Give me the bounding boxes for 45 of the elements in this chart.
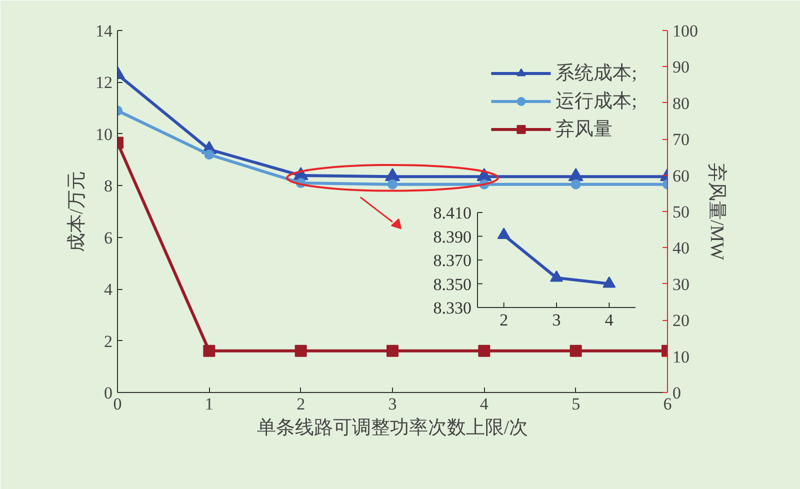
y-tick-label: 14 — [96, 22, 113, 40]
y-tick-label: 6 — [104, 228, 112, 248]
x-tick-label: 2 — [500, 310, 508, 330]
y2-tick-label: 30 — [672, 274, 690, 294]
x-tick-label: 1 — [204, 394, 214, 414]
x-tick-label: 4 — [604, 310, 614, 330]
point — [204, 150, 214, 160]
y2-tick-label: 70 — [672, 130, 690, 150]
point — [568, 168, 584, 182]
point — [385, 168, 400, 182]
legend-label: 运行成本; — [556, 90, 637, 114]
y-tick-label: 8.410 — [433, 204, 472, 222]
y-axis-title: 成本/万元 — [66, 170, 88, 252]
y-tick-label: 8 — [104, 176, 112, 196]
point — [388, 179, 398, 190]
point — [602, 276, 616, 288]
y-tick-label: 12 — [96, 73, 112, 92]
legend-label: 弃风量 — [556, 118, 613, 142]
y-tick-label: 8.370 — [433, 251, 472, 270]
y2-tick-label: 60 — [672, 166, 690, 186]
y-tick-label: 10 — [96, 124, 112, 144]
x-tick-label: 3 — [552, 310, 561, 330]
y-tick-label: 8.330 — [433, 298, 472, 318]
point — [550, 270, 563, 282]
x-tick-label: 3 — [388, 394, 397, 414]
x-tick-label: 2 — [296, 394, 306, 414]
point — [570, 179, 581, 190]
y2-tick-label: 10 — [672, 347, 690, 366]
x-tick-label: 6 — [663, 394, 672, 414]
y2-tick-label: 50 — [672, 202, 690, 222]
y2-tick-label: 100 — [672, 22, 698, 40]
point — [497, 228, 510, 240]
x-axis-title: 单条线路可调整功率次数上限/次 — [256, 416, 528, 438]
y2-tick-label: 20 — [672, 311, 690, 330]
y-tick-label: 8.390 — [433, 227, 472, 246]
y-tick-label: 8.350 — [433, 274, 472, 294]
y-tick-label: 2 — [104, 332, 112, 351]
x-tick-label: 5 — [572, 394, 580, 414]
y2-axis-title: 弃风量/MW — [706, 162, 728, 260]
y-tick-label: 4 — [104, 280, 113, 300]
legend-label: 系统成本; — [556, 62, 637, 86]
y2-tick-label: 90 — [672, 58, 690, 77]
x-tick-label: 4 — [480, 394, 489, 414]
y2-tick-label: 40 — [672, 238, 690, 258]
y2-tick-label: 80 — [672, 94, 690, 113]
